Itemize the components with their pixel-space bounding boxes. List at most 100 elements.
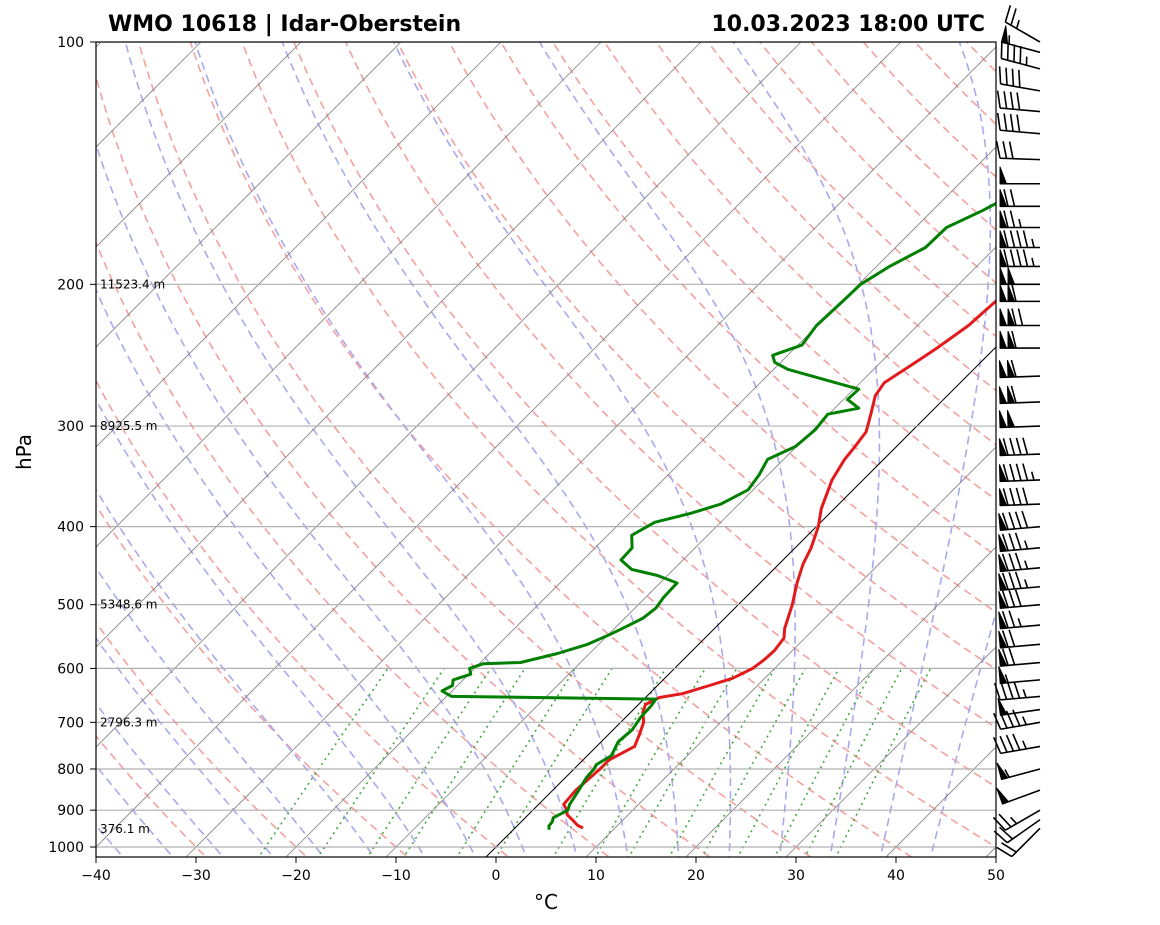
mixing-ratio-line: [317, 667, 445, 857]
wind-barb-flag: [1009, 437, 1016, 456]
wind-barb-flag: [1021, 510, 1029, 528]
x-tick-label: 50: [987, 868, 1005, 884]
wind-barb-flag: [1005, 734, 1015, 752]
wind-barb-flag: [1009, 487, 1016, 506]
moist-adiabat-line: [96, 397, 426, 857]
wind-barb-pennant: [996, 787, 1010, 805]
wind-barb-pennant: [999, 166, 1008, 185]
wind-barb-flag: [1009, 189, 1016, 207]
wind-barb: [998, 629, 1041, 649]
wind-barb: [1004, 5, 1041, 43]
wind-barb-flag: [1000, 41, 1003, 59]
wind-barb: [998, 359, 1041, 379]
wind-barb-staff: [1000, 83, 1041, 92]
mixing-ratio-line: [628, 667, 738, 857]
wind-barb: [999, 230, 1040, 249]
dry-adiabat-line: [96, 74, 712, 857]
wind-barb-flag: [1001, 648, 1009, 666]
wind-barb-flag: [1022, 463, 1029, 481]
isotherm-line: [285, 146, 996, 857]
wind-barb-half-flag: [1024, 579, 1029, 589]
wind-barb-half-flag: [1031, 257, 1035, 267]
dry-adiabat-line: [759, 42, 996, 284]
wind-barb: [1000, 25, 1041, 54]
wind-barb-staff: [1000, 695, 1041, 701]
wind-barb-flag: [996, 90, 1001, 109]
moist-adiabat-line: [879, 42, 992, 857]
wind-barb-flag: [1009, 463, 1016, 482]
wind-barb-flag: [1004, 5, 1012, 23]
wind-barb: [999, 166, 1040, 185]
wind-barb: [998, 552, 1041, 573]
y-tick-label: 500: [57, 598, 84, 614]
x-tick-label: 0: [492, 868, 501, 884]
dry-adiabat-line: [96, 378, 510, 857]
wind-barb: [998, 647, 1041, 667]
wind-barb-flag: [1010, 8, 1017, 26]
mixing-ratio-line: [552, 667, 667, 857]
wind-barb: [998, 532, 1041, 553]
wind-barb-flag: [1022, 437, 1029, 455]
wind-barb-pennant: [999, 210, 1008, 228]
height-label: 2796.3 m: [100, 715, 158, 729]
dry-adiabat-line: [1019, 42, 1160, 864]
wind-barb-pennant: [999, 189, 1008, 207]
isotherm-line: [96, 42, 802, 748]
wind-barb-flag: [1015, 437, 1022, 455]
wind-barb: [992, 733, 1041, 755]
wind-barb: [996, 762, 1041, 781]
wind-barb-flag: [1008, 141, 1014, 159]
moist-adiabat-line: [124, 42, 578, 857]
wind-barb-staff: [1011, 827, 1041, 858]
x-tick-label: 10: [587, 868, 605, 884]
moist-adiabat-line: [929, 609, 996, 857]
wind-barb-pennant: [996, 762, 1009, 780]
wind-barb-flag: [1011, 284, 1017, 302]
wind-barb: [998, 487, 1041, 507]
x-tick-label: 30: [787, 868, 805, 884]
wind-barb-flag: [998, 813, 1012, 828]
dry-adiabat-line: [137, 42, 813, 857]
wind-barb-pennant: [998, 512, 1008, 531]
wind-barb-pennant: [998, 410, 1008, 429]
mixing-ratio-line: [456, 667, 576, 857]
wind-barb-flag: [1008, 512, 1016, 530]
isotherm-line: [96, 42, 902, 848]
wind-barb-pennant: [998, 590, 1008, 609]
mixing-ratio-line: [594, 667, 706, 857]
wind-barb-half-flag: [1024, 560, 1029, 570]
wind-barb-staff: [1000, 129, 1041, 135]
wind-barb-flag: [1002, 438, 1009, 456]
wind-barb: [997, 698, 1041, 716]
dry-adiabat-line: [189, 42, 914, 857]
y-tick-label: 100: [57, 35, 84, 51]
wind-barb-flag: [993, 830, 1008, 844]
wind-barb-half-flag: [1030, 471, 1035, 481]
y-tick-label: 900: [57, 803, 84, 819]
moist-adiabat-line: [96, 288, 477, 857]
grid-layer: [96, 42, 1160, 864]
height-label: 11523.4 m: [100, 277, 165, 291]
chart-title-right: 10.03.2023 18:00 UTC: [711, 12, 985, 37]
wind-barb-flag: [1003, 249, 1009, 267]
wind-barb-flag: [1019, 46, 1022, 64]
mixing-ratio-line: [804, 668, 903, 857]
wind-barb-flag: [1002, 464, 1009, 482]
wind-barb-flag: [1009, 91, 1014, 110]
wind-barb: [998, 571, 1041, 592]
wind-barb-flag: [1014, 511, 1022, 529]
wind-barb-staff: [1004, 809, 1041, 831]
wind-barb: [993, 819, 1041, 844]
wind-barb-half-flag: [1010, 816, 1018, 825]
wind-barb-flag: [1006, 42, 1009, 61]
zero-isotherm-line: [485, 346, 996, 857]
wind-barb-staff: [1006, 819, 1041, 844]
x-axis-label: °C: [534, 890, 558, 914]
wind-barb-flag: [1011, 68, 1015, 87]
wind-barb-flag: [1009, 210, 1016, 228]
wind-barb-flag: [998, 66, 1002, 84]
wind-barb-flag: [1002, 141, 1008, 159]
wind-barb-pennant: [998, 386, 1008, 404]
wind-barb: [998, 66, 1041, 92]
